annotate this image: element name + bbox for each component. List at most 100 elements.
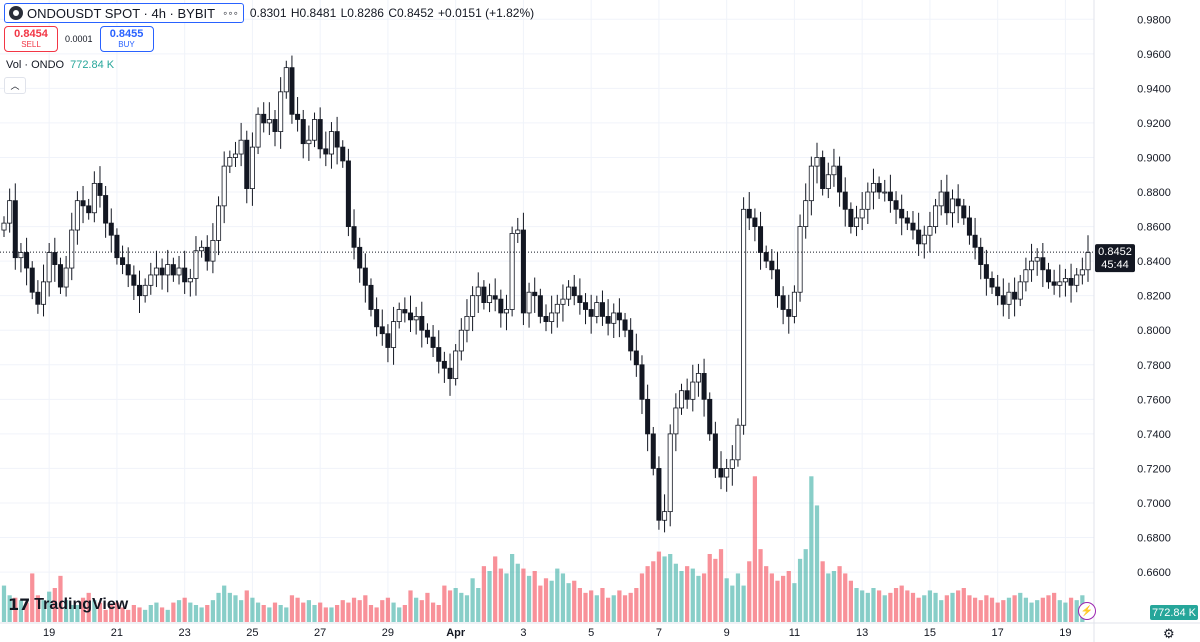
candle-body: [995, 286, 1001, 297]
volume-bar: [583, 592, 588, 622]
buy-button[interactable]: 0.8455 BUY: [99, 26, 154, 52]
candle-body: [351, 226, 357, 248]
candle-body: [238, 139, 244, 155]
volume-bar: [679, 571, 684, 622]
volume-bar: [865, 592, 870, 622]
volume-bar: [854, 588, 859, 622]
candle-body: [1, 222, 7, 231]
time-tick-label: 19: [1059, 627, 1071, 639]
volume-bar: [786, 571, 791, 622]
volume-bar: [803, 549, 808, 622]
candle-body: [125, 264, 131, 276]
candle-body: [1085, 252, 1091, 271]
volume-bar: [577, 588, 582, 622]
candle-body: [396, 309, 402, 322]
candle-body: [949, 198, 956, 214]
volume-bar: [944, 595, 949, 622]
candle-body: [662, 511, 668, 521]
candle-body: [199, 246, 205, 252]
candle-body: [1079, 269, 1085, 276]
candle-body: [503, 309, 509, 314]
volume-bar: [459, 592, 464, 622]
volume-bar: [526, 575, 532, 622]
volume-last-badge: [1150, 605, 1198, 620]
candle-body: [35, 291, 41, 305]
volume-bar: [735, 573, 741, 622]
volume-bar: [425, 592, 430, 622]
candle-body: [1040, 257, 1046, 271]
symbol-selector[interactable]: ONDOUSDT SPOT · 4h · BYBIT ◦◦◦: [4, 3, 244, 23]
volume-bar: [357, 600, 362, 622]
candle-body: [532, 291, 538, 297]
lightning-icon[interactable]: ⚡: [1078, 602, 1096, 620]
volume-bar: [933, 592, 938, 622]
candle-body: [283, 67, 289, 93]
time-tick-label: Apr: [446, 627, 466, 639]
volume-bar: [414, 597, 419, 622]
price-tick-label: 0.6600: [1137, 567, 1171, 579]
tradingview-logo[interactable]: 17 TradingView: [8, 595, 128, 614]
volume-bar: [764, 566, 769, 622]
volume-bar: [408, 590, 413, 622]
volume-bar: [989, 597, 995, 622]
volume-bar: [476, 588, 481, 622]
candle-body: [1074, 274, 1080, 286]
volume-bar: [41, 600, 46, 622]
candle-body: [667, 433, 673, 513]
volume-bar: [1074, 600, 1079, 622]
candle-body: [763, 252, 769, 262]
candle-body: [820, 157, 826, 189]
candle-body: [758, 226, 764, 253]
candle-body: [481, 286, 487, 303]
candle-body: [29, 267, 35, 293]
candle-body: [831, 165, 837, 176]
gear-icon[interactable]: ⚙: [1163, 626, 1175, 641]
volume-bar: [216, 592, 221, 622]
volume-bar: [306, 600, 311, 622]
candle-body: [447, 367, 453, 380]
volume-bar: [724, 578, 729, 622]
candle-body: [966, 217, 972, 236]
volume-bar: [159, 607, 165, 622]
candle-body: [272, 119, 278, 132]
price-tick-label: 0.7800: [1137, 360, 1171, 372]
bar-countdown-label: 45:44: [1101, 259, 1129, 271]
volume-bar: [1063, 602, 1068, 622]
volume-bar: [589, 590, 594, 622]
volume-bar: [493, 556, 498, 622]
candle-body: [724, 468, 730, 478]
ohlc-change: +0.0151 (+1.82%): [438, 6, 535, 20]
candle-body: [159, 267, 165, 276]
price-tick-label: 0.9200: [1137, 118, 1171, 130]
volume-bar: [92, 600, 97, 622]
collapse-legend-button[interactable]: ︿: [4, 77, 26, 94]
volume-bar: [24, 602, 29, 622]
sell-button[interactable]: 0.8454 SELL: [4, 26, 58, 52]
volume-bar: [792, 583, 797, 622]
volume-bar: [487, 571, 492, 622]
volume-bar: [250, 597, 255, 622]
candle-body: [492, 295, 498, 300]
volume-bar: [35, 595, 40, 622]
candle-body: [938, 191, 944, 207]
volume-bar: [504, 573, 509, 622]
candle-body: [12, 200, 18, 259]
volume-bar: [261, 605, 266, 622]
candle-body: [131, 274, 137, 286]
volume-bar: [837, 566, 842, 622]
volume-bar: [436, 605, 441, 622]
candle-body: [266, 119, 272, 124]
volume-bar: [521, 568, 526, 622]
price-axis[interactable]: 0.9800 0.9600 0.9400 0.9200 0.9000 0.8800 0.86…: [1093, 0, 1171, 642]
candle-body: [870, 182, 876, 193]
candle-body: [645, 398, 651, 435]
volume-bar: [278, 605, 283, 622]
volume-bar: [843, 573, 848, 622]
candle-body: [57, 264, 63, 288]
more-dots-icon[interactable]: ◦◦◦: [223, 6, 239, 20]
time-axis[interactable]: 19 21 23 25 27 29 Apr 3 5 7 9 11 13 15 17 19: [0, 622, 1200, 639]
candle-body: [120, 257, 126, 265]
candle-body: [91, 182, 97, 214]
candle-body: [746, 208, 752, 219]
